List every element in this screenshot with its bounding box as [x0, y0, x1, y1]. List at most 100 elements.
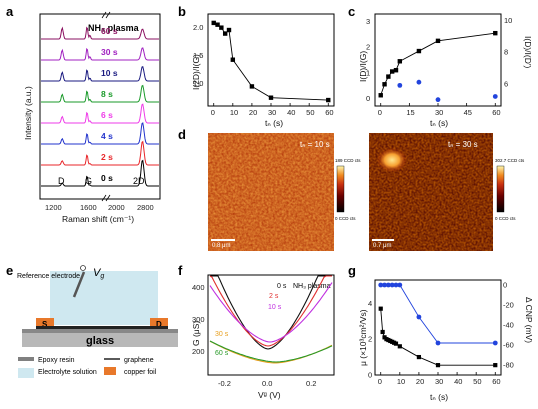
raman-traces: 0 s 2 s 4 s 6 s 8 s 10 s 30 s 60 s [41, 26, 159, 187]
plot-b-xtick: 20 [249, 108, 257, 117]
plot-c-ytick-left: 1 [366, 68, 370, 77]
plot-c-blue-point [435, 97, 441, 103]
ref-electrode-label: Reference electrode [17, 273, 80, 280]
plot-g-xtick: 20 [416, 377, 424, 386]
plot-g-ytick-left: 2 [368, 335, 372, 344]
curve-label-30s: 30 s [215, 331, 229, 338]
plot-b-point [219, 25, 224, 30]
plot-f-ytick: 200 [192, 347, 205, 356]
plot-c-xticks: 0 15 30 45 60 [378, 103, 501, 117]
plot-c-ytick-left: 2 [366, 43, 370, 52]
plot-g-xtick: 40 [454, 377, 462, 386]
plot-b-point [226, 27, 232, 33]
plot-b-point [222, 31, 228, 36]
plot-b-point [268, 95, 274, 100]
raman-xtick: 2000 [108, 203, 125, 212]
raman-trace [41, 26, 159, 40]
raman-trace-label: 30 s [101, 47, 118, 57]
curve-label-0s: 0 s [277, 283, 287, 290]
plot-b-point [230, 57, 236, 62]
transfer-curve [209, 275, 332, 347]
raman-ylabel: Intensity (a.u.) [23, 86, 33, 140]
plot-g-xticks: 0 10 20 30 40 50 60 [378, 372, 501, 386]
plot-b-xtick: 0 [211, 108, 215, 117]
peak-d-label: D [58, 176, 65, 186]
schematic-legend: Epoxy resin graphene Electrolyte solutio… [18, 357, 157, 378]
drain-pad [150, 318, 168, 329]
plot-b-xtick: 40 [287, 108, 295, 117]
raman-trace-label: 6 s [101, 110, 113, 120]
plot-c-point [386, 74, 391, 79]
plot-f-xtick: -0.2 [218, 379, 231, 388]
graphene-layer [36, 326, 168, 329]
plot-b-xtick: 30 [268, 108, 276, 117]
plot-f-xtick: 0.0 [262, 379, 272, 388]
map1-texture [208, 133, 334, 251]
map2-scale-top: 302.7 CCD cts [495, 158, 525, 163]
transfer-curves-plot: G (μS) 200 300 400 -0.2 0.0 0.2 Vᵍ (V) N… [191, 274, 335, 400]
plot-g-cnp-point [393, 282, 399, 288]
map2-scalebar [372, 239, 394, 241]
plot-c-ylabel-right: I(D)/I(D′) [523, 36, 533, 68]
plot-g-cnp-point [385, 282, 391, 288]
plot-g-xtick: 0 [378, 377, 382, 386]
plot-c-point [435, 38, 441, 44]
axis-break-icon [101, 11, 111, 202]
panel-label-d: d [178, 127, 186, 142]
plot-c-xtick: 60 [492, 108, 500, 117]
plot-g-cnp-point [435, 340, 441, 346]
glass-label: glass [86, 335, 114, 347]
plot-c-blue-point [416, 79, 422, 85]
ratio-d-g-plot: I(D)/I(G) I(D)/I(D′) 0 1 2 3 6 8 10 0 15 30 45 60… [358, 13, 533, 128]
legend-electrolyte-label: Electrolyte solution [38, 369, 97, 376]
map2-colorbar [496, 165, 505, 213]
plot-g-ylabel-right: Δ CNP (mV) [524, 297, 534, 343]
source-label: S [42, 320, 48, 329]
vg-label: Vg [93, 267, 104, 280]
plot-g-mobility-line [380, 308, 496, 366]
plot-g-ytick-right: -80 [503, 361, 514, 370]
plot-g-yticks-left: 0 2 4 [368, 299, 372, 380]
raman-panel: NH₃ plasma 0 s 2 s 4 s 6 s 8 s 10 s 30 s 60 s D… [23, 11, 161, 224]
map1-colorbar [336, 165, 345, 213]
raman-trace-label: 0 s [101, 173, 113, 183]
raman-xtick: 1200 [45, 203, 62, 212]
raman-map-10s: tₙ = 10 s 0.8 μm 189 CCD cts 0 CCD cts [208, 133, 361, 251]
raman-trace [41, 103, 159, 124]
plot-c-xtick: 0 [378, 108, 382, 117]
map1-scale-bottom: 0 CCD cts [335, 216, 356, 221]
plot-g-ytick-left: 4 [368, 299, 372, 308]
plot-g-ytick-right: 0 [503, 281, 507, 290]
raman-trace [41, 159, 159, 187]
plot-g-cnp-point [397, 282, 403, 288]
raman-frame [39, 13, 161, 200]
map2-hotspot [377, 148, 407, 172]
plot-b-ytick: 1.0 [193, 79, 203, 88]
raman-xticks: 1200 1600 2000 2800 [45, 203, 154, 212]
panel-label-g: g [348, 263, 356, 278]
reference-electrode [72, 271, 86, 298]
raman-trace [41, 66, 159, 82]
plot-g-cnp-point [378, 282, 384, 288]
plot-g-ytick-left: 0 [368, 371, 372, 380]
plot-c-marks [378, 30, 498, 103]
transfer-curve [210, 275, 332, 350]
plot-c-ytick-left: 0 [366, 94, 370, 103]
legend-copper-label: copper foil [124, 369, 157, 376]
plot-b-point [326, 97, 331, 103]
raman-trace [41, 47, 159, 61]
plot-g-cnp-point [416, 314, 422, 320]
panel-label-e: e [6, 263, 13, 278]
plot-c-xtick: 15 [406, 108, 414, 117]
plot-g-ylabel-left: μ (×10³cm²/Vs) [358, 309, 368, 366]
raman-trace [41, 122, 159, 145]
plot-g-xlabel: tₙ (s) [430, 392, 448, 402]
plot-c-ytick-right: 10 [504, 16, 512, 25]
glass-substrate [22, 333, 178, 347]
raman-trace-label: 4 s [101, 131, 113, 141]
transfer-curve-lines [209, 275, 333, 364]
plot-g-marks [378, 282, 498, 368]
peak-g-label: G [85, 176, 92, 186]
raman-xtick: 2800 [137, 203, 154, 212]
plot-b-point [211, 20, 216, 26]
